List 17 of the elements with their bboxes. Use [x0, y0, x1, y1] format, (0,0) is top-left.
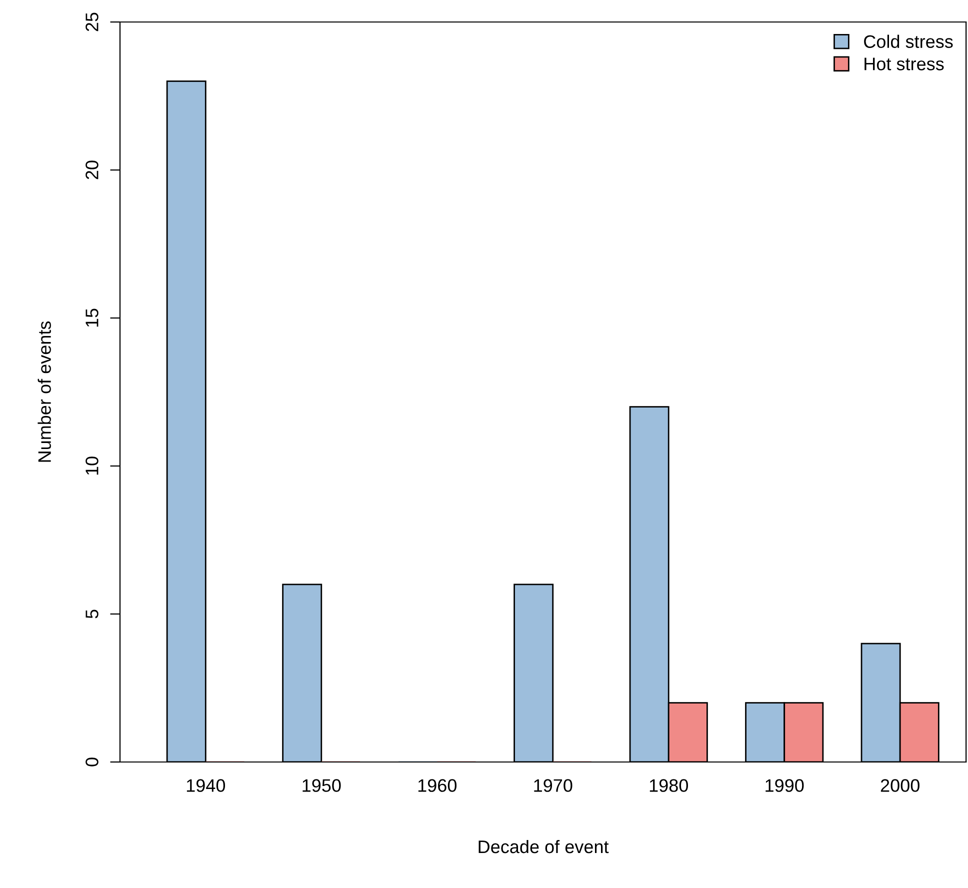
y-tick-label: 15 — [86, 308, 98, 327]
x-tick-label: 2000 — [880, 779, 920, 792]
y-tick-label: 5 — [86, 610, 98, 618]
y-axis-title: Number of events — [38, 321, 51, 462]
y-tick-label: 10 — [86, 456, 98, 475]
x-tick-label: 1990 — [766, 779, 804, 792]
x-tick-label: 1950 — [302, 779, 341, 792]
y-tick-label: 20 — [86, 160, 98, 180]
x-tick-label: 1980 — [650, 779, 688, 792]
y-tick-label: 0 — [86, 758, 98, 766]
x-axis-title: Decade of event — [478, 840, 609, 854]
legend-label: Cold stress — [864, 34, 953, 48]
y-tick-label: 25 — [86, 12, 98, 32]
legend-label: Hot stress — [864, 58, 944, 70]
x-tick-label: 1940 — [186, 779, 226, 792]
x-tick-label: 1970 — [534, 779, 572, 792]
x-tick-label: 1960 — [418, 779, 457, 792]
